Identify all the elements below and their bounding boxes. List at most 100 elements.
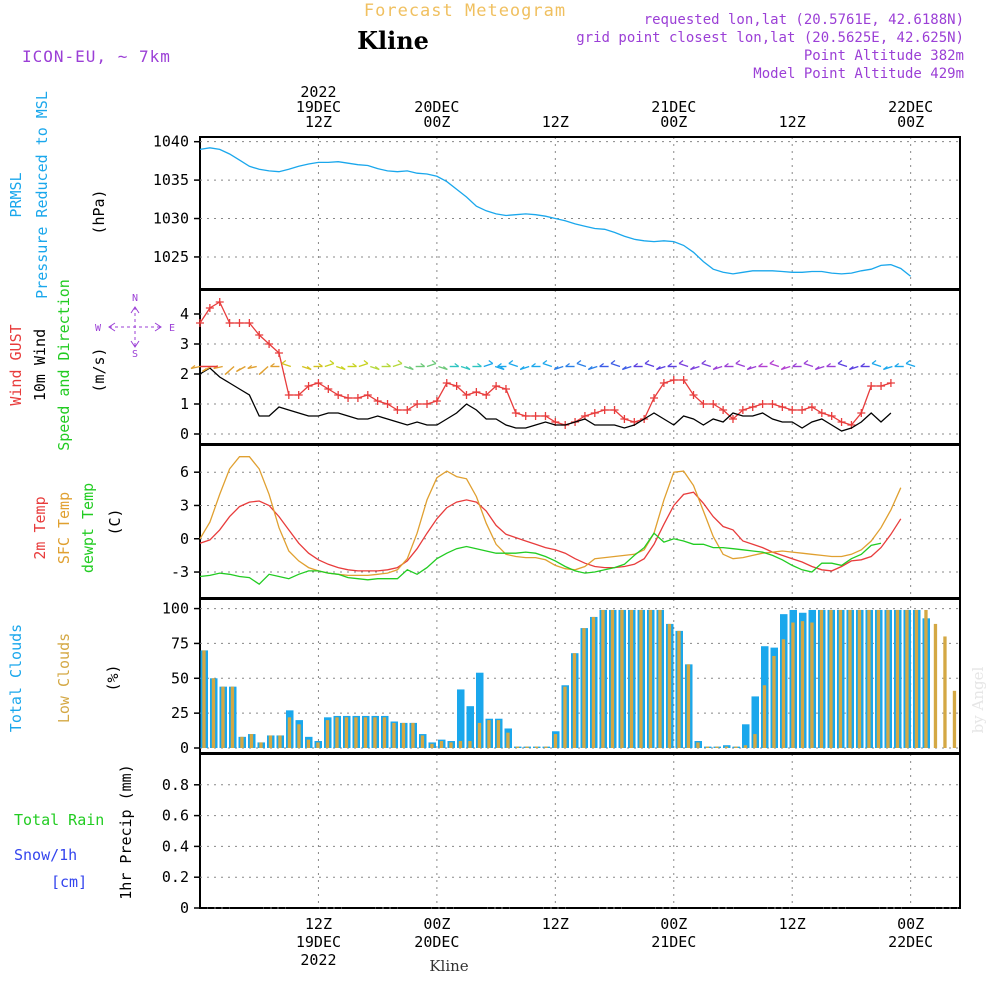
low-clouds-bar xyxy=(563,686,567,748)
low-clouds-bar xyxy=(648,609,653,748)
wind-arrow xyxy=(610,362,621,368)
low-clouds-bar xyxy=(496,720,501,748)
wind-arrow-head xyxy=(826,363,831,367)
low-clouds-bar xyxy=(838,609,843,748)
gust-marker xyxy=(689,391,698,399)
gust-marker xyxy=(462,391,471,399)
gust-marker xyxy=(225,319,234,327)
y-tick-label: 0 xyxy=(180,899,189,917)
y-tick-label: 75 xyxy=(171,634,189,652)
gust-marker xyxy=(432,397,441,405)
low-clouds-bar xyxy=(392,722,396,748)
low-clouds-bar xyxy=(553,734,558,748)
low-clouds-bar xyxy=(724,746,729,748)
y-tick-label: 3 xyxy=(180,496,189,514)
y-tick-label: 0 xyxy=(180,425,189,443)
precip-axis-label: 1hr Precip (mm) xyxy=(117,764,135,899)
low-clouds-bar xyxy=(829,609,833,748)
gust-marker xyxy=(748,403,757,411)
sfc-temp-line xyxy=(199,456,902,577)
wind-arrow-head xyxy=(340,366,346,370)
top-time-label: 22DEC xyxy=(888,98,933,116)
compass-north: N xyxy=(132,293,138,304)
low-clouds-bar xyxy=(734,746,738,748)
wind-arrow-head xyxy=(712,366,718,370)
low-clouds-bar xyxy=(848,609,852,748)
wind-arrow-head xyxy=(565,363,570,367)
gust-marker xyxy=(314,379,323,387)
model-point-altitude: Model Point Altitude 429m xyxy=(753,66,964,82)
y-tick-label: 50 xyxy=(171,669,189,687)
y-tick-label: 1030 xyxy=(153,210,189,228)
compass-east: E xyxy=(169,323,175,334)
wind-arrow-head xyxy=(431,360,437,364)
compass-cross xyxy=(109,307,161,347)
y-tick-label: 100 xyxy=(162,600,189,618)
bottom-time-label: 20DEC xyxy=(414,933,459,951)
wind-arrow xyxy=(542,362,553,368)
low-clouds-bar xyxy=(705,746,710,748)
gust-marker xyxy=(768,400,777,408)
wind-arrow-head xyxy=(814,366,820,370)
low-clouds-bar xyxy=(506,732,510,748)
wind-arrow-head xyxy=(542,360,548,364)
wind-arrow xyxy=(213,365,223,370)
compass-south: S xyxy=(132,349,138,360)
page-title: Kline xyxy=(357,26,429,55)
low-clouds-bar xyxy=(439,741,444,748)
low-clouds-bar xyxy=(287,717,292,748)
y-tick-label: 3 xyxy=(180,335,189,353)
gust-marker xyxy=(719,406,728,414)
gust-marker xyxy=(709,400,718,408)
y-tick-label: 2 xyxy=(180,365,189,383)
low-clouds-bar xyxy=(867,609,871,748)
wind-arrow xyxy=(905,362,916,368)
panel-frame xyxy=(199,753,961,909)
bottom-time-label: 00Z xyxy=(423,915,450,933)
low-clouds-bar xyxy=(591,616,596,748)
wind-arrow-head xyxy=(599,363,604,367)
gust-marker xyxy=(659,379,668,387)
gust-marker xyxy=(403,406,412,414)
wind-arrow-head xyxy=(553,366,559,370)
low-clouds-bar xyxy=(658,609,662,748)
wind-arrow-head xyxy=(397,360,403,364)
y-tick-label: 1035 xyxy=(153,171,189,189)
prmsl-line xyxy=(199,147,912,277)
wind-arrow-head xyxy=(236,368,241,372)
bottom-time-label: 19DEC xyxy=(296,933,341,951)
low-clouds-bar xyxy=(544,746,548,748)
gust-marker xyxy=(245,319,254,327)
wind-arrow-head xyxy=(190,365,196,369)
gust-marker xyxy=(610,406,619,414)
y-tick-label: 0.4 xyxy=(162,837,189,855)
low-clouds-bar xyxy=(753,734,757,748)
wind-arrow-head xyxy=(803,360,809,364)
gust-marker xyxy=(383,400,392,408)
bottom-time-label: 2022 xyxy=(300,951,336,969)
low-clouds-bar xyxy=(420,735,425,748)
dewpt-temp-line xyxy=(199,532,882,586)
wind-arrow-head xyxy=(678,360,684,364)
wind-axis-label: 10m Wind xyxy=(31,329,49,401)
panel-frame xyxy=(199,598,961,754)
gust-marker xyxy=(393,406,402,414)
low-clouds-bar xyxy=(886,609,890,748)
gust-marker xyxy=(215,298,224,306)
wind-arrow-head xyxy=(633,363,639,367)
pressure-axis-label: PRMSL xyxy=(7,172,25,217)
low-clouds-bar xyxy=(667,623,672,748)
compass-west: W xyxy=(95,323,102,334)
gust-marker xyxy=(294,391,303,399)
wind-arrow xyxy=(247,365,257,370)
wind-arrow-head xyxy=(386,363,391,367)
wind-arrow-head xyxy=(871,360,877,364)
y-tick-label: -3 xyxy=(171,563,189,581)
gust-marker xyxy=(472,388,481,396)
total-clouds-bar xyxy=(457,689,465,748)
y-tick-label: 0.6 xyxy=(162,807,189,825)
gust-marker xyxy=(738,406,747,414)
wind-arrow-head xyxy=(610,360,616,364)
low-clouds-bar xyxy=(382,717,387,748)
low-clouds-bar xyxy=(933,623,938,748)
